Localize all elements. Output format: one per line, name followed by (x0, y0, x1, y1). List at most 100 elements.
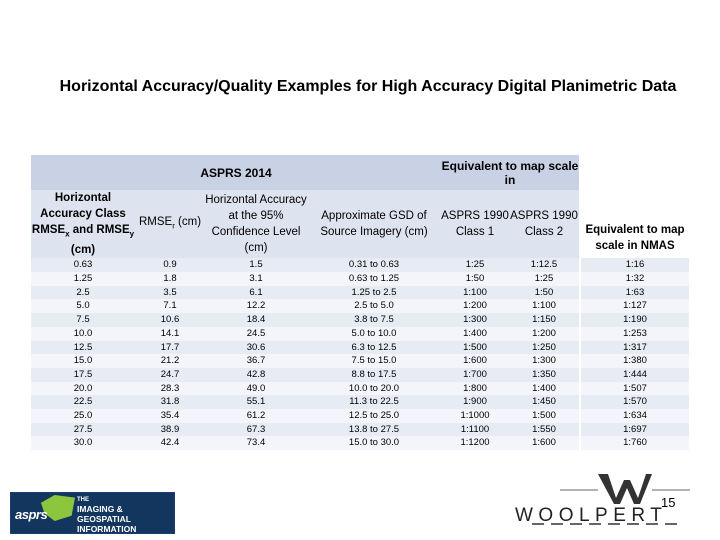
table-row: 1.25 1.8 3.1 0.63 to 1.25 1:50 1:25 1:32 (31, 272, 689, 286)
cell-asprs1990-class2: 1:350 (509, 367, 579, 382)
table-body: 0.63 0.9 1.5 0.31 to 0.63 1:25 1:12.5 1:16 1.25… (31, 258, 689, 451)
cell-asprs1990-class1: 1:500 (441, 340, 509, 355)
cell-asprs1990-class2: 1:25 (509, 272, 579, 286)
cell-rmser: 7.1 (135, 299, 205, 314)
col-header-horizontal-accuracy-95: Horizontal Accuracy at the 95% Confidenc… (205, 190, 307, 259)
cell-rmser: 28.3 (135, 381, 205, 396)
table-row: 10.0 14.1 24.5 5.0 to 10.0 1:400 1:200 1:253 (31, 326, 689, 341)
page-number: 15 (661, 495, 676, 510)
cell-rmser: 38.9 (135, 422, 205, 437)
cell-nmas: 1:444 (581, 367, 689, 382)
cell-horizontal-accuracy-class: 15.0 (31, 354, 135, 368)
cell-asprs1990-class2: 1:550 (509, 422, 579, 437)
cell-rmser: 3.5 (135, 285, 205, 300)
cell-approx-gsd: 7.5 to 15.0 (307, 354, 441, 368)
cell-horizontal-accuracy-95: 42.8 (205, 367, 307, 382)
table-row: 12.5 17.7 30.6 6.3 to 12.5 1:500 1:250 1:317 (31, 340, 689, 355)
cell-approx-gsd: 15.0 to 30.0 (307, 436, 441, 451)
cell-asprs1990-class1: 1:1100 (441, 422, 509, 437)
cell-nmas: 1:380 (581, 354, 689, 368)
cell-asprs1990-class2: 1:400 (509, 381, 579, 396)
cell-horizontal-accuracy-95: 67.3 (205, 422, 307, 437)
asprs-logo-line2: IMAGING & GEOSPATIAL (77, 504, 131, 524)
cell-asprs1990-class1: 1:25 (441, 258, 509, 272)
cell-asprs1990-class1: 1:900 (441, 395, 509, 410)
cell-horizontal-accuracy-95: 24.5 (205, 326, 307, 341)
accuracy-table: ASPRS 2014 Equivalent to map scale in Eq… (31, 155, 689, 451)
cell-horizontal-accuracy-95: 3.1 (205, 272, 307, 286)
cell-asprs1990-class2: 1:150 (509, 313, 579, 327)
col-header-nmas: Equivalent to map scale in NMAS (581, 155, 689, 259)
cell-asprs1990-class1: 1:50 (441, 272, 509, 286)
cell-asprs1990-class1: 1:300 (441, 313, 509, 327)
cell-asprs1990-class1: 1:400 (441, 326, 509, 341)
cell-approx-gsd: 1.25 to 2.5 (307, 285, 441, 300)
table-row: 17.5 24.7 42.8 8.8 to 17.5 1:700 1:350 1:444 (31, 367, 689, 382)
cell-horizontal-accuracy-95: 18.4 (205, 313, 307, 327)
cell-asprs1990-class1: 1:700 (441, 367, 509, 382)
cell-rmser: 0.9 (135, 258, 205, 272)
cell-nmas: 1:570 (581, 395, 689, 410)
cell-rmser: 1.8 (135, 272, 205, 286)
page-title: Horizontal Accuracy/Quality Examples for… (59, 78, 677, 95)
cell-nmas: 1:127 (581, 299, 689, 314)
cell-approx-gsd: 13.8 to 27.5 (307, 422, 441, 437)
cell-asprs1990-class2: 1:12.5 (509, 258, 579, 272)
asprs-logo-society: THE IMAGING & GEOSPATIAL INFORMATION SOC… (77, 496, 173, 533)
cell-horizontal-accuracy-95: 6.1 (205, 285, 307, 300)
cell-approx-gsd: 0.63 to 1.25 (307, 272, 441, 286)
cell-approx-gsd: 8.8 to 17.5 (307, 367, 441, 382)
cell-approx-gsd: 2.5 to 5.0 (307, 299, 441, 314)
table-row: 7.5 10.6 18.4 3.8 to 7.5 1:300 1:150 1:190 (31, 313, 689, 327)
cell-approx-gsd: 10.0 to 20.0 (307, 381, 441, 396)
cell-nmas: 1:16 (581, 258, 689, 272)
col-header-rmser: RMSEr (cm) (135, 190, 205, 259)
cell-asprs1990-class1: 1:200 (441, 299, 509, 314)
cell-horizontal-accuracy-95: 36.7 (205, 354, 307, 368)
cell-nmas: 1:63 (581, 285, 689, 300)
cell-nmas: 1:317 (581, 340, 689, 355)
cell-asprs1990-class2: 1:450 (509, 395, 579, 410)
cell-horizontal-accuracy-class: 7.5 (31, 313, 135, 327)
cell-rmser: 14.1 (135, 326, 205, 341)
cell-rmser: 17.7 (135, 340, 205, 355)
asprs-logo-line1: THE (77, 497, 89, 503)
cell-horizontal-accuracy-95: 12.2 (205, 299, 307, 314)
asprs-logo-abbrev: asprs (15, 507, 48, 522)
cell-horizontal-accuracy-95: 30.6 (205, 340, 307, 355)
cell-horizontal-accuracy-95: 49.0 (205, 381, 307, 396)
woolpert-logo-underline (532, 523, 682, 525)
col-header-nmas-label: Equivalent to map scale in NMAS (585, 224, 685, 253)
cell-nmas: 1:760 (581, 436, 689, 451)
woolpert-logo-text: WOOLPERT (515, 505, 668, 526)
cell-horizontal-accuracy-class: 25.0 (31, 409, 135, 423)
band-equivalent-map-scale: Equivalent to map scale in (441, 155, 579, 190)
cell-asprs1990-class1: 1:1200 (441, 436, 509, 451)
cell-rmser: 21.2 (135, 354, 205, 368)
cell-asprs1990-class2: 1:500 (509, 409, 579, 423)
woolpert-w-icon (560, 474, 690, 504)
cell-nmas: 1:507 (581, 381, 689, 396)
cell-horizontal-accuracy-95: 55.1 (205, 395, 307, 410)
cell-nmas: 1:32 (581, 272, 689, 286)
cell-rmser: 24.7 (135, 367, 205, 382)
cell-asprs1990-class1: 1:800 (441, 381, 509, 396)
cell-approx-gsd: 0.31 to 0.63 (307, 258, 441, 272)
table-row: 0.63 0.9 1.5 0.31 to 0.63 1:25 1:12.5 1:16 (31, 258, 689, 272)
cell-approx-gsd: 5.0 to 10.0 (307, 326, 441, 341)
cell-approx-gsd: 6.3 to 12.5 (307, 340, 441, 355)
cell-asprs1990-class1: 1:100 (441, 285, 509, 300)
cell-horizontal-accuracy-95: 61.2 (205, 409, 307, 423)
cell-horizontal-accuracy-class: 30.0 (31, 436, 135, 451)
cell-horizontal-accuracy-95: 73.4 (205, 436, 307, 451)
table-row: 27.5 38.9 67.3 13.8 to 27.5 1:1100 1:550 1:697 (31, 422, 689, 437)
col-header-approx-gsd: Approximate GSD of Source Imagery (cm) (307, 190, 441, 259)
table-row: 15.0 21.2 36.7 7.5 to 15.0 1:600 1:300 1:380 (31, 354, 689, 368)
cell-horizontal-accuracy-class: 2.5 (31, 285, 135, 300)
table-row: 2.5 3.5 6.1 1.25 to 2.5 1:100 1:50 1:63 (31, 285, 689, 300)
table-row: 20.0 28.3 49.0 10.0 to 20.0 1:800 1:400 1:507 (31, 381, 689, 396)
cell-rmser: 10.6 (135, 313, 205, 327)
cell-asprs1990-class1: 1:1000 (441, 409, 509, 423)
table-row: 30.0 42.4 73.4 15.0 to 30.0 1:1200 1:600 1:760 (31, 436, 689, 451)
cell-rmser: 31.8 (135, 395, 205, 410)
